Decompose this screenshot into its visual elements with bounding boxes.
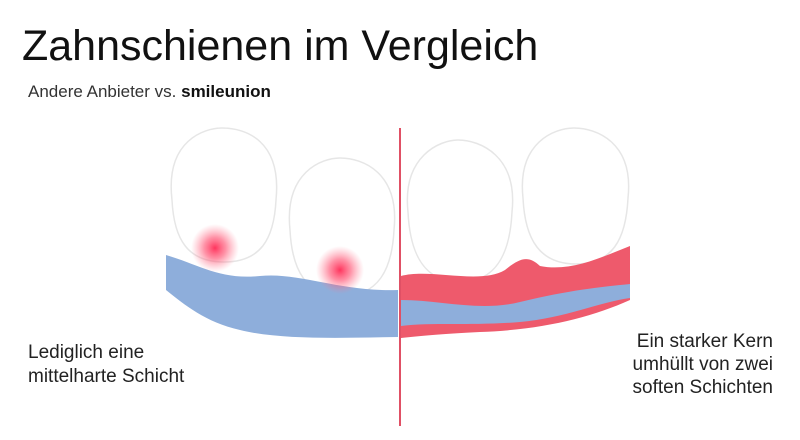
caption: mittelharte Schicht bbox=[28, 366, 185, 387]
single-layer bbox=[166, 255, 398, 338]
caption: Lediglich eine bbox=[28, 342, 144, 363]
title: Zahnschienen im Vergleich bbox=[22, 22, 538, 70]
pressure-point bbox=[191, 224, 239, 272]
tooth bbox=[406, 139, 514, 283]
pressure-point bbox=[316, 246, 364, 294]
caption: umhüllt von zwei bbox=[633, 354, 773, 375]
caption: soften Schichten bbox=[633, 377, 773, 398]
subtitle-text: Andere Anbieter vs. bbox=[28, 82, 176, 101]
brand: smileunion bbox=[181, 82, 271, 101]
tooth bbox=[521, 127, 630, 265]
subtitle: Andere Anbieter vs. smileunion bbox=[28, 82, 271, 101]
caption: Ein starker Kern bbox=[637, 331, 773, 352]
core-layer bbox=[401, 284, 630, 326]
